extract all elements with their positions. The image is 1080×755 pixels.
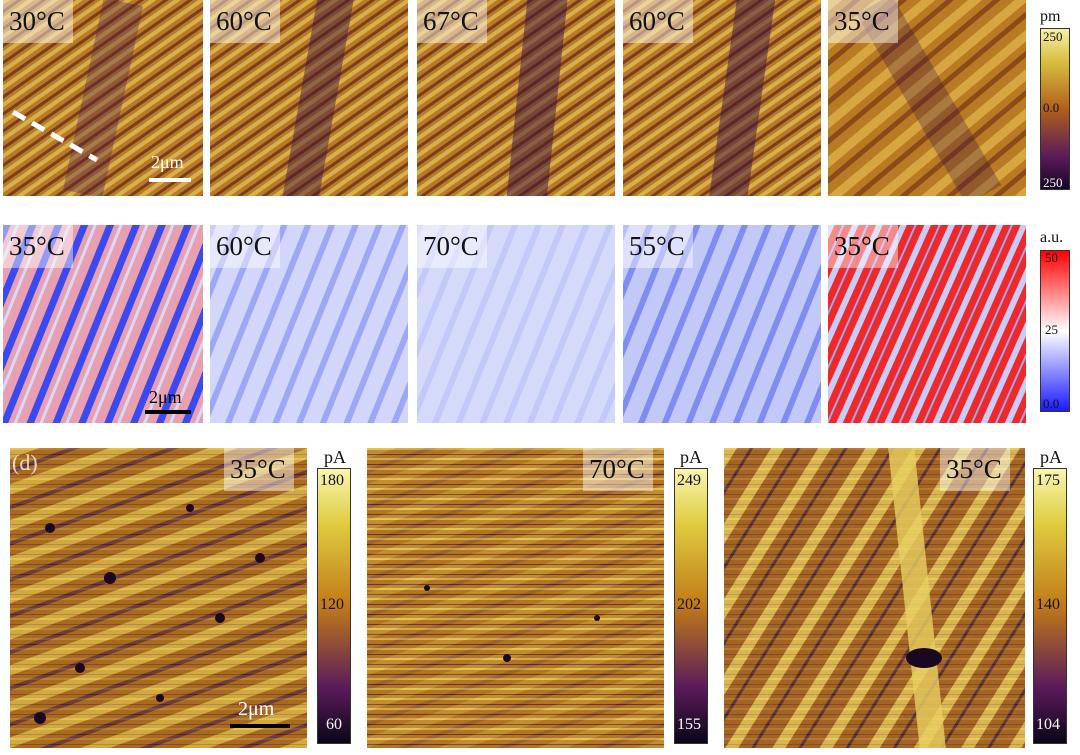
- afm-image-3: 67°C: [417, 0, 615, 196]
- cafm-image-2: 70°C: [367, 448, 664, 748]
- colorbar-unit: pA: [1040, 447, 1062, 467]
- cafm-image-1: (d) 35°C 2μm: [10, 448, 307, 748]
- colorbar-mid: 140: [1036, 596, 1060, 613]
- colorbar-mid: 202: [677, 596, 701, 613]
- temperature-label: 60°C: [210, 0, 280, 43]
- scale-bar: [230, 724, 290, 728]
- colorbar-cafm-2: [674, 468, 708, 744]
- colorbar-max: 249: [677, 472, 701, 489]
- temperature-label: 35°C: [828, 0, 898, 43]
- pfm-image-3: 70°C: [417, 225, 615, 423]
- colorbar-min: 60: [326, 716, 342, 733]
- afm-image-2: 60°C: [210, 0, 408, 196]
- colorbar-max: 50: [1045, 250, 1058, 265]
- temperature-label: 35°C: [828, 225, 898, 268]
- afm-image-4: 60°C: [623, 0, 821, 196]
- scale-bar-label: 2μm: [149, 387, 182, 407]
- colorbar-min: 250: [1043, 175, 1063, 190]
- afm-image-1: 30°C 2μm: [3, 0, 203, 196]
- pfm-image-2: 60°C: [210, 225, 408, 423]
- colorbar-min: 0.0: [1043, 396, 1060, 411]
- pfm-image-1: 35°C 2μm: [3, 225, 203, 423]
- colorbar-unit: pm: [1040, 8, 1061, 25]
- pfm-image-5: 35°C: [828, 225, 1026, 423]
- temperature-label: 30°C: [3, 0, 73, 43]
- colorbar-max: 180: [320, 472, 344, 489]
- colorbar-cafm-3: [1033, 468, 1067, 744]
- temperature-label: 70°C: [583, 448, 653, 491]
- colorbar-max: 250: [1043, 29, 1063, 44]
- colorbar-unit: pA: [680, 447, 702, 467]
- colorbar-max: 175: [1036, 472, 1060, 489]
- temperature-label: 35°C: [224, 448, 294, 491]
- dashed-line-marker: [11, 109, 99, 163]
- panel-label: (d): [12, 450, 38, 475]
- temperature-label: 35°C: [3, 225, 73, 268]
- scale-bar-label: 2μm: [238, 698, 275, 720]
- temperature-label: 55°C: [623, 225, 693, 268]
- temperature-label: 60°C: [623, 0, 693, 43]
- colorbar-pfm: [1040, 250, 1070, 412]
- colorbar-min: 104: [1036, 716, 1060, 733]
- temperature-label: 60°C: [210, 225, 280, 268]
- scale-bar-label: 2μm: [151, 152, 184, 172]
- scale-bar: [149, 178, 191, 182]
- colorbar-min: 155: [677, 716, 701, 733]
- colorbar-mid: 25: [1045, 322, 1058, 337]
- colorbar-mid: 0.0: [1043, 100, 1060, 115]
- cafm-image-3: 35°C: [724, 448, 1025, 748]
- afm-image-5: 35°C: [828, 0, 1026, 196]
- temperature-label: 35°C: [940, 448, 1010, 491]
- colorbar-cafm-1: [317, 468, 351, 744]
- pfm-image-4: 55°C: [623, 225, 821, 423]
- colorbar-unit: pA: [324, 447, 346, 467]
- colorbar-unit: a.u.: [1040, 229, 1064, 246]
- scale-bar: [145, 410, 191, 414]
- colorbar-afm: [1040, 28, 1070, 190]
- temperature-label: 67°C: [417, 0, 487, 43]
- colorbar-mid: 120: [320, 596, 344, 613]
- temperature-label: 70°C: [417, 225, 487, 268]
